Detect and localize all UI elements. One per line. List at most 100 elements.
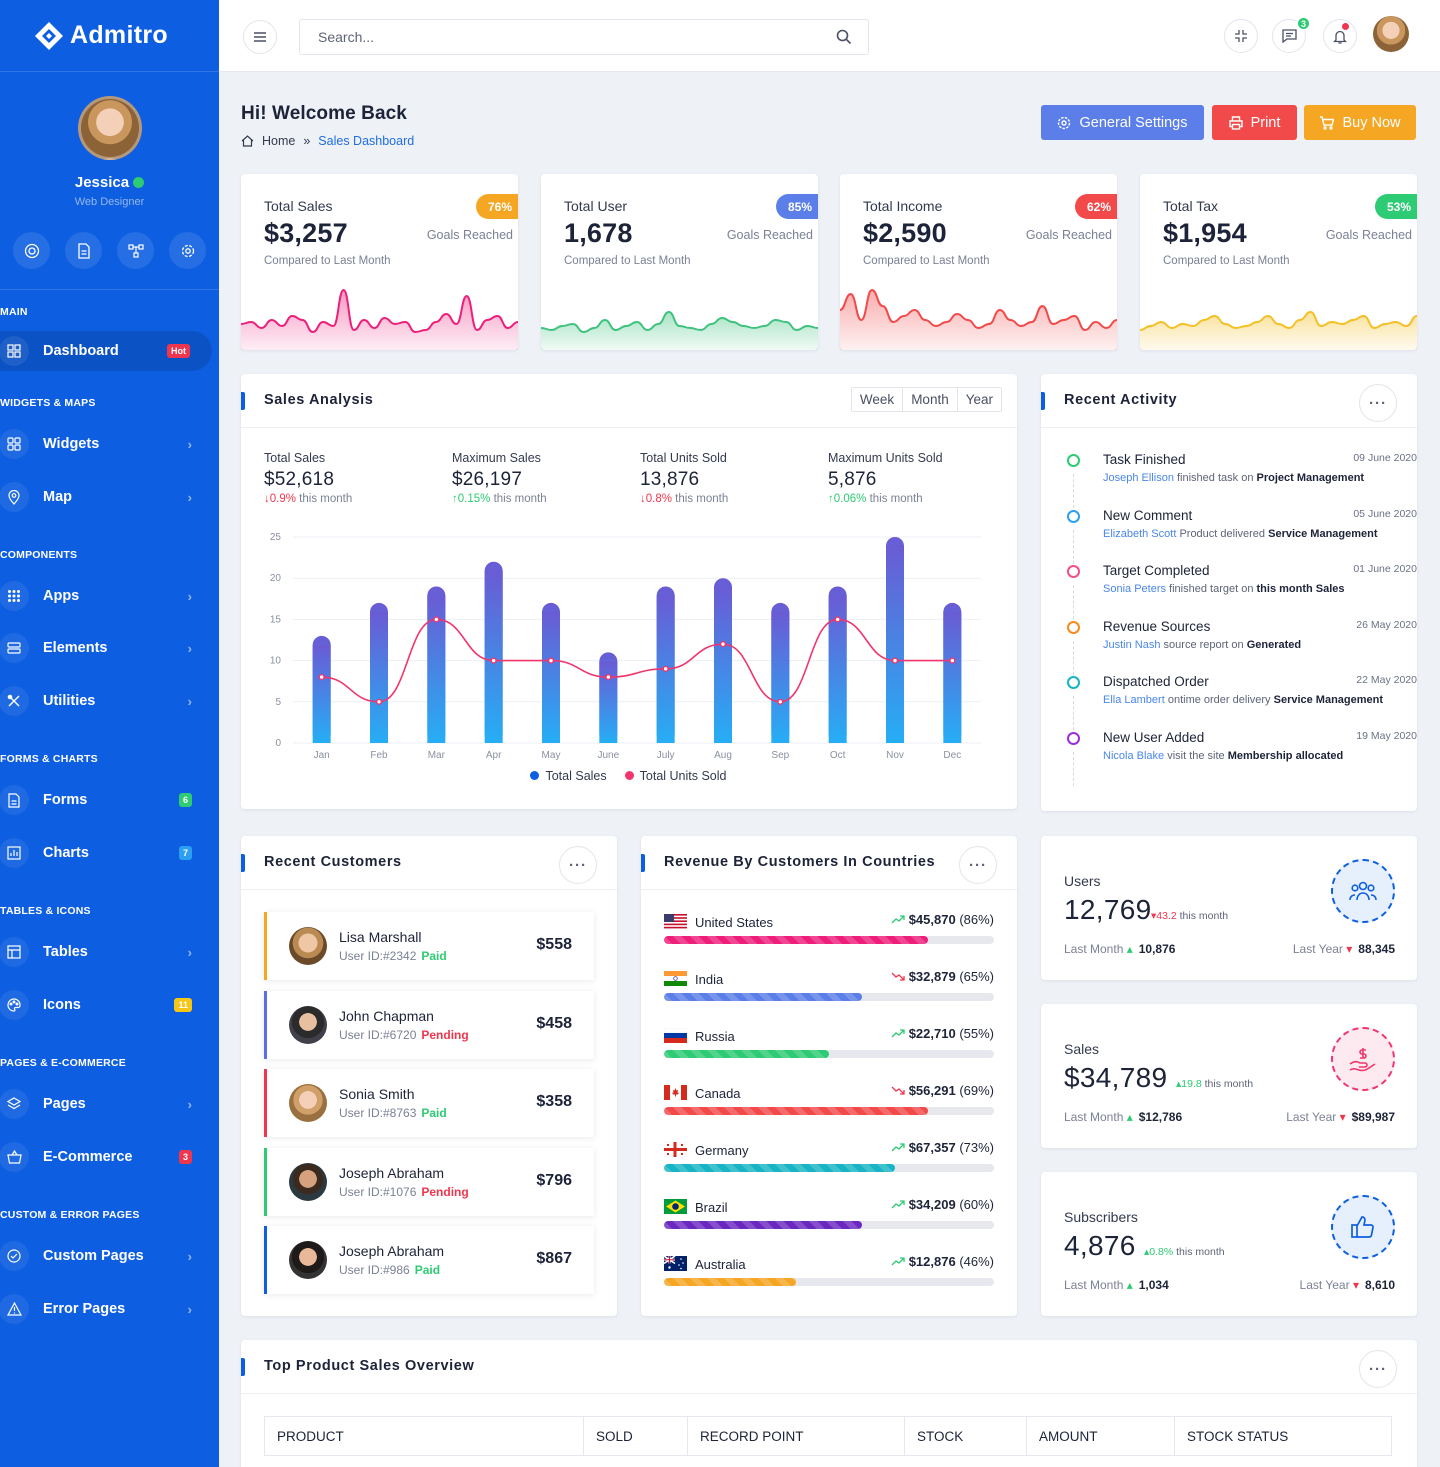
units-point-aug[interactable] (719, 641, 727, 648)
gear-icon[interactable] (169, 232, 206, 269)
delta-value: 0.8% (645, 493, 672, 505)
avatar[interactable] (77, 96, 142, 160)
units-point-may[interactable] (547, 657, 555, 664)
document-icon[interactable] (65, 232, 102, 269)
more-options-button[interactable]: ··· (959, 846, 997, 884)
menu-toggle-button[interactable] (243, 20, 277, 54)
column-header[interactable]: STOCK (904, 1417, 1026, 1455)
customer-row[interactable]: Lisa Marshall User ID:#2342 Paid $558 (264, 912, 594, 980)
breadcrumb-home[interactable]: Home (262, 134, 296, 148)
app-logo[interactable]: Admitro (0, 0, 219, 72)
customer-id: User ID:#8763 Paid (339, 1106, 447, 1120)
activity-body: Sonia Peters finished target on this mon… (1103, 583, 1345, 595)
sidebar-item-ecommerce[interactable]: E-Commerce 3 (0, 1137, 219, 1177)
timeline-line (1073, 474, 1074, 508)
ly-value: 8,610 (1364, 1278, 1395, 1292)
stat-percent-badge: 85% (775, 194, 818, 219)
printer-icon (1228, 115, 1243, 130)
sidebar-item-widgets[interactable]: Widgets › (0, 424, 219, 464)
print-button[interactable]: Print (1212, 105, 1297, 140)
sidebar-item-map[interactable]: Map › (0, 477, 219, 517)
activity-date: 19 May 2020 (1356, 729, 1417, 742)
units-point-oct[interactable] (834, 616, 841, 623)
column-header[interactable]: STOCK STATUS (1174, 1417, 1391, 1455)
column-header[interactable]: RECORD POINT (687, 1417, 904, 1455)
customer-row[interactable]: Joseph Abraham User ID:#986 Paid $867 (264, 1226, 594, 1294)
notifications-button[interactable] (1323, 19, 1357, 53)
breadcrumb-current[interactable]: Sales Dashboard (318, 134, 415, 148)
more-options-button[interactable]: ··· (559, 846, 597, 884)
range-month[interactable]: Month (902, 388, 957, 411)
activity-user-link[interactable]: Joseph Ellison (1103, 472, 1174, 484)
customer-id: User ID:#1076 Pending (339, 1185, 469, 1199)
timeline-dot (1067, 454, 1080, 467)
sidebar-item-forms[interactable]: Forms 6 (0, 780, 219, 820)
sidebar-item-utilities[interactable]: Utilities › (0, 681, 219, 721)
more-options-button[interactable]: ··· (1359, 384, 1397, 422)
units-point-mar[interactable] (433, 616, 440, 623)
range-year[interactable]: Year (956, 388, 1001, 411)
sidebar-item-tables[interactable]: Tables › (0, 932, 219, 972)
units-point-june[interactable] (605, 673, 612, 681)
fullscreen-button[interactable] (1224, 19, 1258, 53)
column-header[interactable]: PRODUCT (277, 1428, 344, 1444)
bar-base (484, 570, 503, 743)
units-point-sep[interactable] (777, 698, 784, 705)
layers-icon (0, 1089, 29, 1119)
units-point-nov[interactable] (891, 657, 899, 664)
customer-row[interactable]: Sonia Smith User ID:#8763 Paid $358 (264, 1069, 594, 1137)
column-header[interactable]: AMOUNT (1026, 1417, 1174, 1455)
units-point-jan[interactable] (318, 673, 325, 681)
search-icon[interactable] (836, 29, 852, 45)
activity-user-link[interactable]: Nicola Blake (1103, 749, 1165, 762)
basket-icon (0, 1142, 29, 1172)
metric-last-year: Last Year ▾ 8,610 (1299, 1278, 1395, 1292)
activity-user-link[interactable]: Sonia Peters (1103, 583, 1166, 595)
customer-row[interactable]: John Chapman User ID:#6720 Pending $458 (264, 990, 594, 1059)
support-icon[interactable] (13, 232, 50, 269)
topbar: Search... 3 (219, 0, 1440, 72)
legend-item-units[interactable]: Total Units Sold (624, 769, 727, 783)
units-point-apr[interactable] (490, 657, 497, 664)
sparkline-chart (241, 288, 518, 350)
stat-percent-badge: 53% (1374, 194, 1417, 219)
units-point-dec[interactable] (949, 657, 956, 664)
customer-row[interactable]: Joseph Abraham User ID:#1076 Pending $796 (264, 1147, 594, 1216)
general-settings-button[interactable]: General Settings (1041, 105, 1204, 140)
change-value: 19.8 (1181, 1078, 1202, 1090)
revenue-value: $67,357 (908, 1140, 956, 1155)
activity-user-link[interactable]: Elizabeth Scott (1103, 527, 1177, 540)
buy-now-button[interactable]: Buy Now (1304, 105, 1416, 140)
charts-badge: 7 (178, 846, 192, 860)
legend-item-sales[interactable]: Total Sales (530, 769, 607, 783)
sidebar-item-custom-pages[interactable]: Custom Pages › (0, 1236, 219, 1276)
sidebar-item-charts[interactable]: Charts 7 (0, 833, 219, 873)
sidebar-item-icons[interactable]: Icons 11 (0, 985, 219, 1025)
sidebar-item-pages[interactable]: Pages › (0, 1084, 219, 1124)
sidebar-item-error-pages[interactable]: Error Pages › (0, 1289, 219, 1329)
metric-last-month: Last Month ▴ 10,876 (1064, 942, 1176, 956)
units-point-july[interactable] (662, 665, 669, 672)
hierarchy-icon[interactable] (117, 232, 154, 269)
activity-user-link[interactable]: Ella Lambert (1103, 694, 1165, 706)
timeline-dot (1067, 731, 1080, 745)
sidebar-item-dashboard[interactable]: Dashboard Hot (0, 331, 212, 371)
customer-id: User ID:#986 Paid (339, 1263, 440, 1277)
activity-date: 05 June 2020 (1353, 507, 1417, 520)
activity-text: source report on (1163, 638, 1244, 651)
customer-avatar (289, 1241, 327, 1279)
search-input[interactable]: Search... (299, 19, 869, 55)
sidebar-item-apps[interactable]: Apps › (0, 576, 219, 616)
stat-card-total-income: Total Income $2,590 Compared to Last Mon… (840, 174, 1117, 350)
more-options-button[interactable]: ··· (1359, 1350, 1397, 1388)
column-header[interactable]: SOLD (583, 1417, 687, 1455)
delta-value: 0.15% (457, 493, 491, 505)
messages-button[interactable]: 3 (1272, 16, 1311, 53)
user-avatar[interactable] (1373, 16, 1409, 52)
range-week[interactable]: Week (859, 392, 895, 407)
sparkline-line (840, 288, 1117, 332)
sidebar-item-label: Error Pages (43, 1301, 126, 1317)
units-point-feb[interactable] (375, 698, 383, 705)
sidebar-item-elements[interactable]: Elements › (0, 628, 219, 668)
activity-user-link[interactable]: Justin Nash (1103, 638, 1161, 651)
